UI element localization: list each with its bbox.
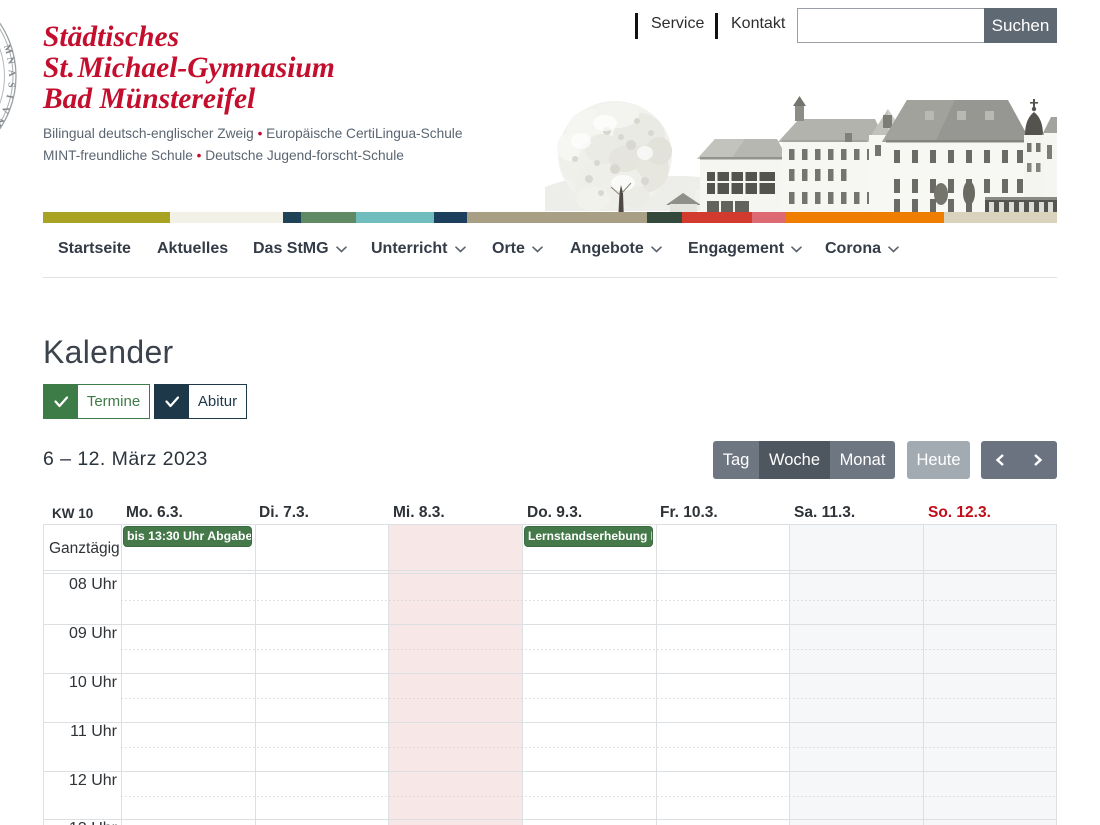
svg-text:I: I xyxy=(3,93,14,99)
svg-text:M: M xyxy=(0,115,5,128)
svg-text:S: S xyxy=(5,82,15,88)
svg-text:M: M xyxy=(1,44,13,56)
svg-text:V: V xyxy=(0,105,10,115)
svg-text:A: A xyxy=(6,69,16,77)
svg-text:N: N xyxy=(4,56,15,65)
